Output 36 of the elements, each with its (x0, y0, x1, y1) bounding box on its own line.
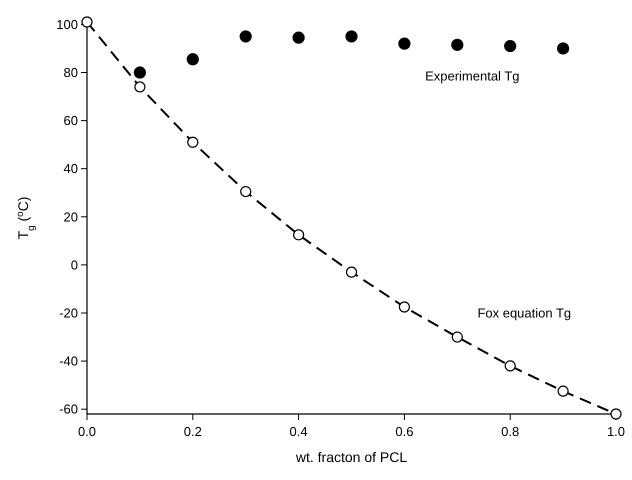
x-tick-label: 1.0 (606, 424, 626, 439)
y-tick-label: -20 (59, 306, 78, 321)
point (240, 30, 252, 43)
point (398, 38, 410, 50)
point (187, 136, 198, 148)
y-tick-label: 0 (70, 257, 78, 272)
point (186, 53, 199, 66)
y-tick-label: -60 (59, 402, 78, 417)
point (504, 360, 516, 372)
y-tick-label: -40 (59, 354, 78, 369)
x-tick-label: 0.4 (290, 424, 308, 439)
x-tick-label: 0.8 (501, 424, 520, 439)
point (134, 66, 146, 79)
point (558, 386, 569, 397)
y-tick-label: 60 (64, 113, 78, 128)
series-label: Fox equation Tg (477, 306, 572, 321)
series-label: Experimental Tg (425, 68, 520, 84)
point (293, 229, 304, 240)
point (452, 331, 463, 343)
y-tick-label: 100 (56, 16, 78, 32)
point (240, 186, 252, 198)
x-tick-label: 0.0 (78, 424, 96, 439)
point (292, 32, 305, 44)
point (557, 42, 570, 55)
y-tick-label: 40 (64, 161, 78, 176)
x-tick-label: 0.6 (395, 424, 414, 439)
x-tick-label: 0.2 (184, 424, 202, 439)
point (134, 81, 146, 93)
y-tick-label: 20 (64, 209, 78, 224)
point (346, 266, 358, 278)
point (398, 301, 410, 313)
y-tick-label: 80 (64, 65, 78, 80)
point (504, 40, 516, 52)
x-axis-title: wt. fracton of PCL (294, 449, 408, 465)
point (345, 30, 358, 43)
point (451, 38, 464, 51)
